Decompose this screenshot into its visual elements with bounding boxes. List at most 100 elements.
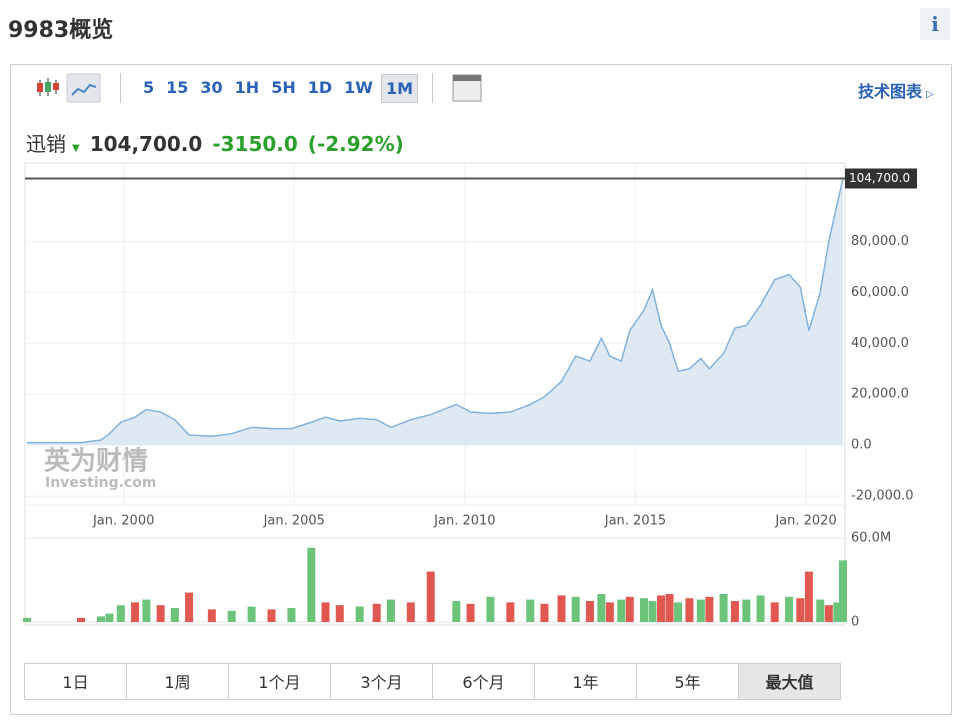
volume-bar <box>605 602 614 622</box>
volume-bar <box>321 602 330 622</box>
stock-name: 迅销 <box>26 132 66 156</box>
chart: 英为财情 Investing.com Jan. 2000 Jan. 2005 Jan… <box>23 162 917 630</box>
down-arrow: ▼ <box>72 143 80 154</box>
x-tick-label: Jan. 2000 <box>92 514 154 529</box>
volume-bar <box>685 598 694 622</box>
volume-bar <box>696 599 705 622</box>
volume-bar <box>540 603 549 622</box>
arrow: ▷ <box>926 89 934 100</box>
volume-bar <box>23 617 31 622</box>
page-title: 9983概览 <box>8 18 114 43</box>
volume-bar <box>705 596 714 622</box>
volume-bar <box>96 616 105 622</box>
volume-bar <box>486 596 495 622</box>
volume-bar <box>185 592 194 622</box>
volume-bar <box>207 609 216 622</box>
volume-bar <box>105 613 114 622</box>
volume-bar <box>466 603 475 622</box>
volume-bar <box>526 599 535 622</box>
volume-bar <box>730 601 739 622</box>
volume-bar <box>833 602 842 622</box>
volume-bar <box>816 599 825 622</box>
y-tick-label: 40,000.0 <box>851 336 909 351</box>
watermark-site: Investing.com <box>45 475 156 491</box>
divider <box>432 73 433 103</box>
volume-bar <box>625 596 634 622</box>
interval-button[interactable]: 15 <box>166 77 189 97</box>
volume-bar <box>784 596 793 622</box>
range-bar: 1日 1周 1个月 3个月 6个月 1年 5年 最大值 <box>24 663 841 700</box>
volume-bar <box>452 601 461 622</box>
toolbar: 5 15 30 1H 5H 1D 1W 1M <box>30 72 483 104</box>
volume-bar <box>742 599 751 622</box>
volume-bar <box>426 571 435 622</box>
volume-bar <box>77 617 86 622</box>
volume-bar <box>648 601 657 622</box>
watermark-brand: 英为财情 <box>44 447 148 477</box>
volume-bar <box>116 605 125 622</box>
calendar-icon[interactable] <box>451 73 483 103</box>
price-line <box>27 178 844 444</box>
candle-icon[interactable] <box>30 74 66 102</box>
volume-bar <box>372 603 381 622</box>
volume-bar <box>657 595 666 622</box>
change-pct: (-2.92%) <box>307 132 404 156</box>
range-button[interactable]: 1个月 <box>228 663 331 700</box>
technical-link-text[interactable]: 技术图表 <box>858 82 923 101</box>
volume-bar <box>796 598 805 622</box>
volume-bar <box>839 560 847 622</box>
x-tick-label: Jan. 2010 <box>433 514 495 529</box>
y-tick-label: 60.0M <box>851 531 891 546</box>
volume-bar <box>287 608 296 622</box>
volume-bar <box>506 602 515 622</box>
quote: 迅销 ▼ 104,700.0 -3150.0 (-2.92%) <box>26 128 404 157</box>
interval-button[interactable]: 1H <box>234 77 260 97</box>
last-price-box <box>845 168 917 189</box>
interval-list: 5 15 30 1H 5H 1D 1W 1M <box>139 73 422 103</box>
range-button[interactable]: 1周 <box>126 663 229 700</box>
x-tick-label: Jan. 2020 <box>774 514 836 529</box>
volume-bar <box>386 599 395 622</box>
range-button[interactable]: 3个月 <box>330 663 433 700</box>
y-tick-label: 0 <box>851 615 859 630</box>
volume-bar <box>170 608 179 622</box>
volume-bar <box>617 599 626 622</box>
volume-bar <box>267 609 276 622</box>
volume-bar <box>227 610 236 622</box>
interval-button[interactable]: 5 <box>143 77 155 97</box>
volume-bar <box>571 596 580 622</box>
x-tick-label: Jan. 2005 <box>263 514 325 529</box>
interval-button[interactable]: 30 <box>200 77 223 97</box>
area-fill <box>27 178 843 446</box>
interval-button[interactable]: 5H <box>271 77 296 97</box>
price: 104,700.0 <box>89 132 203 156</box>
technical-link[interactable]: 技术图表 ▷ <box>858 78 934 102</box>
y-tick-label: 20,000.0 <box>851 387 909 402</box>
volume-bar <box>406 602 415 622</box>
range-button[interactable]: 6个月 <box>432 663 535 700</box>
volume-bar <box>585 601 594 622</box>
volume-bar <box>756 595 765 622</box>
change: -3150.0 <box>212 132 298 156</box>
line-icon[interactable] <box>66 73 102 103</box>
y-tick-label: -20,000.0 <box>851 489 914 504</box>
volume-bar <box>674 602 683 622</box>
divider <box>120 73 121 103</box>
interval-button[interactable]: 1W <box>344 77 373 97</box>
info-button[interactable]: i <box>920 8 950 40</box>
range-button[interactable]: 5年 <box>636 663 739 700</box>
volume-bar <box>804 571 813 622</box>
volume-bar <box>142 599 151 622</box>
range-button[interactable]: 1年 <box>534 663 637 700</box>
interval-button[interactable]: 1D <box>307 77 333 97</box>
interval-button[interactable]: 1M <box>380 73 418 103</box>
last-price-label: 104,700.0 <box>849 171 910 185</box>
range-button[interactable]: 最大值 <box>738 663 841 700</box>
y-tick-label: 0.0 <box>851 438 872 453</box>
y-tick-label: 80,000.0 <box>851 234 909 249</box>
y-tick-label: 60,000.0 <box>851 285 909 300</box>
x-tick-label: Jan. 2015 <box>604 514 666 529</box>
volume-bar <box>156 605 165 622</box>
range-button[interactable]: 1日 <box>24 663 127 700</box>
